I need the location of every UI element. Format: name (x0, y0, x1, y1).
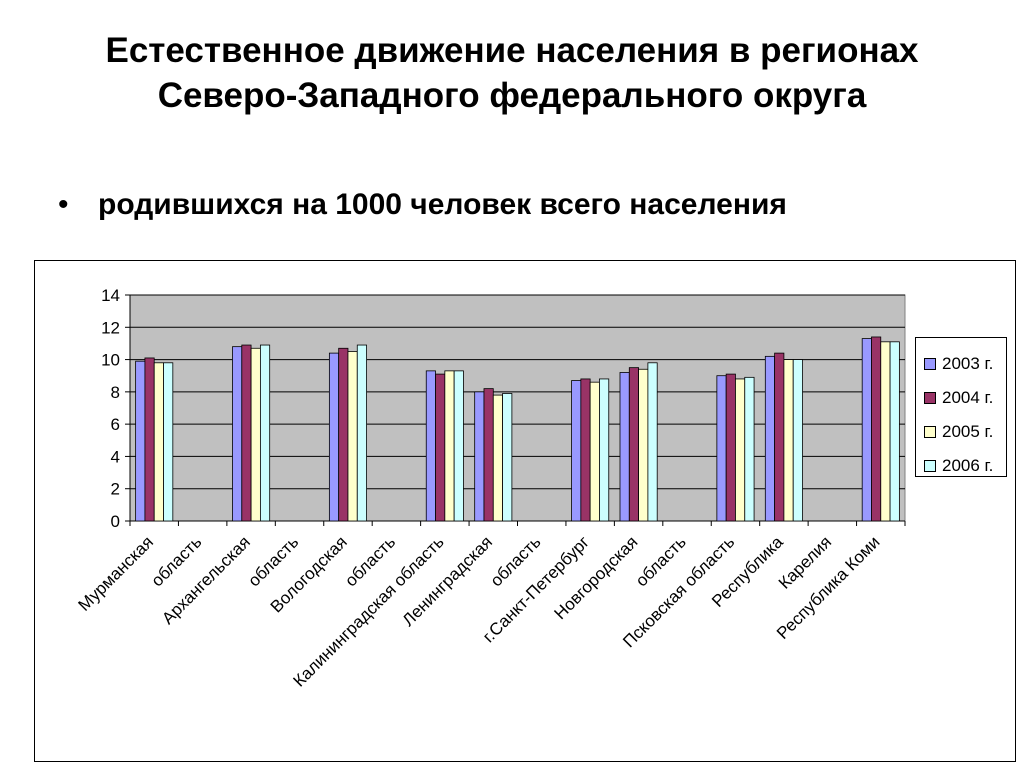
bar (250, 347, 261, 522)
bar (338, 347, 349, 522)
y-tick-label: 8 (111, 383, 120, 402)
legend-swatch (924, 426, 936, 438)
bar (492, 394, 503, 522)
bar (571, 380, 582, 522)
bar (435, 373, 446, 522)
bar (453, 370, 464, 522)
y-tick-label: 4 (111, 447, 120, 466)
x-category-label: Новгородская (551, 532, 642, 623)
bar (474, 391, 485, 522)
bar (328, 352, 340, 522)
bar (871, 336, 882, 522)
bar (725, 373, 736, 522)
slide-title: Естественное движение населения в регион… (105, 31, 919, 115)
bar (135, 360, 146, 522)
bar (774, 352, 785, 522)
bar (599, 378, 610, 522)
bar (764, 355, 776, 522)
bar (425, 370, 436, 522)
bullet-item: • родившихся на 1000 человек всего насел… (58, 188, 787, 222)
bar (153, 362, 164, 522)
bar (144, 357, 155, 522)
legend-label: 2005 г. (942, 422, 994, 441)
legend-label: 2006 г. (942, 456, 994, 475)
bar (647, 362, 658, 522)
bar (580, 378, 591, 522)
bar (483, 388, 494, 522)
bar (232, 346, 243, 522)
bar (259, 344, 271, 522)
legend-item: 2006 г. (924, 449, 1006, 483)
legend-swatch (924, 358, 936, 370)
y-tick-label: 12 (101, 318, 120, 337)
chart-legend: 2003 г. 2004 г. 2005 г. 2006 г. (915, 337, 1007, 477)
legend-label: 2004 г. (942, 388, 994, 407)
y-tick-label: 2 (111, 480, 120, 499)
x-category-label: Архангельская (158, 532, 254, 628)
bar (638, 368, 649, 522)
bar-chart: 02468101214МурманскаяобластьАрхангельска… (75, 286, 906, 691)
legend-label: 2003 г. (942, 354, 994, 373)
bar (889, 341, 900, 522)
bullet-mark: • (58, 188, 69, 221)
bar (619, 372, 630, 522)
bar (861, 338, 872, 522)
legend-swatch (924, 460, 936, 472)
bar (744, 376, 755, 522)
y-tick-label: 14 (101, 286, 120, 305)
y-tick-label: 0 (111, 512, 120, 531)
bar (356, 344, 367, 522)
bar (163, 362, 174, 522)
bar (880, 341, 891, 522)
chart-frame: 0 2 4 6 8 10 12 14 Мурманская область Архангельска… (34, 260, 1016, 762)
bar (792, 359, 803, 522)
legend-item: 2004 г. (924, 381, 1006, 415)
bullet-text: родившихся на 1000 человек всего населен… (98, 188, 787, 221)
bar (589, 381, 600, 522)
bar (628, 367, 639, 522)
bar (241, 344, 252, 522)
bar (735, 378, 746, 522)
bar (783, 359, 794, 522)
bar (716, 375, 727, 522)
bar (444, 370, 455, 522)
x-category-label: Мурманская (75, 532, 157, 614)
y-tick-label: 6 (111, 415, 120, 434)
bar (502, 393, 513, 522)
legend-item: 2003 г. (924, 347, 1006, 381)
legend-item: 2005 г. (924, 415, 1006, 449)
legend-swatch (924, 392, 936, 404)
y-tick-label: 10 (101, 351, 120, 370)
bar (347, 351, 358, 522)
x-category-label: Ленинградская (399, 532, 497, 630)
